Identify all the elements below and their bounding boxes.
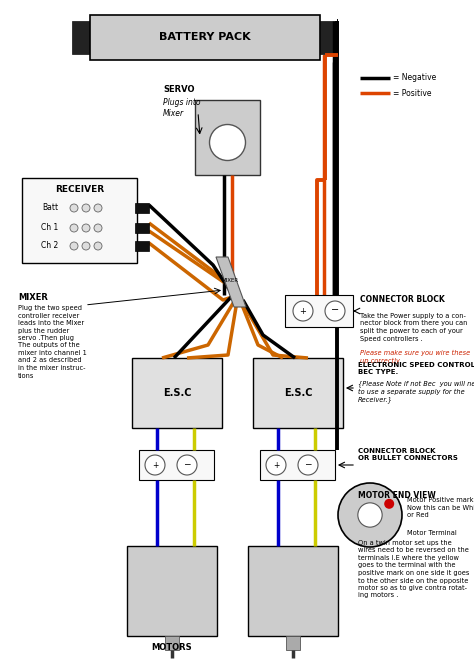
Circle shape	[70, 242, 78, 250]
Text: CONNECTOR BLOCK
OR BULLET CONNECTORS: CONNECTOR BLOCK OR BULLET CONNECTORS	[358, 448, 458, 462]
Text: {Please Note if not Bec  you will need
to use a separate supply for the
Receiver: {Please Note if not Bec you will need to…	[358, 380, 474, 403]
Bar	[72, 21, 90, 54]
Circle shape	[145, 455, 165, 475]
Bar	[165, 636, 179, 650]
Bar	[135, 203, 149, 213]
Bar	[139, 450, 214, 480]
Bar	[135, 241, 149, 251]
Text: RECEIVER: RECEIVER	[55, 186, 104, 194]
Circle shape	[70, 224, 78, 232]
Text: E.S.C: E.S.C	[284, 388, 312, 398]
Circle shape	[94, 204, 102, 212]
Bar	[286, 636, 300, 650]
Text: −: −	[331, 305, 339, 315]
Text: = Negative: = Negative	[393, 74, 436, 82]
Circle shape	[298, 455, 318, 475]
Circle shape	[94, 242, 102, 250]
Text: BATTERY PACK: BATTERY PACK	[159, 33, 251, 42]
Circle shape	[94, 224, 102, 232]
Text: +: +	[300, 306, 306, 316]
Text: CONNECTOR BLOCK: CONNECTOR BLOCK	[360, 295, 445, 304]
Polygon shape	[216, 257, 246, 307]
Circle shape	[266, 455, 286, 475]
Text: −: −	[304, 460, 312, 468]
Circle shape	[384, 498, 394, 509]
Bar	[195, 100, 260, 175]
Circle shape	[82, 224, 90, 232]
Text: E.S.C: E.S.C	[163, 388, 191, 398]
Text: MOTOR END VIEW: MOTOR END VIEW	[358, 490, 436, 500]
Text: Motor Terminal: Motor Terminal	[407, 530, 457, 536]
Bar	[320, 21, 338, 54]
Circle shape	[177, 455, 197, 475]
Circle shape	[82, 204, 90, 212]
Text: +: +	[152, 460, 158, 470]
Bar	[22, 178, 137, 263]
Text: +: +	[273, 460, 279, 470]
Text: Ch 1: Ch 1	[41, 224, 59, 232]
Text: MIXER: MIXER	[221, 277, 238, 283]
Text: SERVO: SERVO	[163, 84, 194, 94]
Text: Motor Positive mark
Now this can be White
or Red: Motor Positive mark Now this can be Whit…	[407, 497, 474, 518]
Circle shape	[70, 204, 78, 212]
Circle shape	[358, 503, 382, 527]
Text: MOTORS: MOTORS	[152, 643, 192, 653]
Bar	[132, 358, 222, 428]
Text: −: −	[183, 460, 191, 468]
Text: Please make sure you wire these
up correctly: Please make sure you wire these up corre…	[360, 350, 470, 364]
Text: Ch 2: Ch 2	[41, 241, 59, 251]
Text: = Positive: = Positive	[393, 88, 431, 98]
Text: MIXER: MIXER	[18, 293, 48, 302]
Bar	[260, 450, 335, 480]
Text: Plug the two speed
controller receiver
leads into the Mixer
plus the rudder
serv: Plug the two speed controller receiver l…	[18, 305, 87, 379]
Text: Batt: Batt	[42, 204, 58, 212]
Circle shape	[210, 125, 246, 161]
Circle shape	[293, 301, 313, 321]
Text: ELECTRONIC SPEED CONTROLLER
BEC TYPE.: ELECTRONIC SPEED CONTROLLER BEC TYPE.	[358, 362, 474, 375]
Circle shape	[82, 242, 90, 250]
Circle shape	[338, 483, 402, 547]
Text: Plugs into
Mixer: Plugs into Mixer	[163, 98, 201, 118]
Bar	[248, 546, 338, 636]
Bar	[127, 546, 217, 636]
Bar	[135, 223, 149, 233]
Text: Take the Power supply to a con-
nector block from there you can
split the power : Take the Power supply to a con- nector b…	[360, 313, 467, 342]
Bar	[90, 15, 320, 60]
Bar	[253, 358, 343, 428]
Text: On a twin motor set ups the
wires need to be reversed on the
terminals I.E where: On a twin motor set ups the wires need t…	[358, 540, 469, 598]
Bar	[285, 295, 353, 327]
Circle shape	[325, 301, 345, 321]
